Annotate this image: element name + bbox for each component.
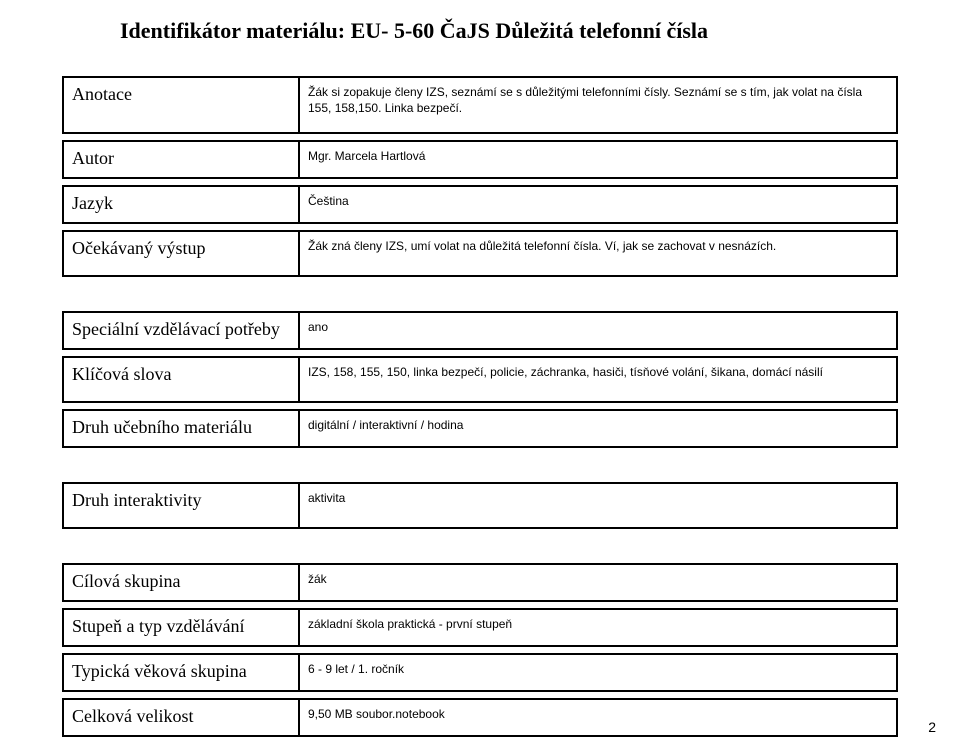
metadata-block-4: Cílová skupina žák Stupeň a typ vzdělává… — [62, 557, 898, 743]
row-label: Speciální vzdělávací potřeby — [62, 311, 298, 350]
page: Identifikátor materiálu: EU- 5-60 ČaJS D… — [0, 0, 960, 743]
table-row: Druh interaktivity aktivita — [62, 482, 898, 529]
table-row: Druh učebního materiálu digitální / inte… — [62, 409, 898, 448]
row-label: Typická věková skupina — [62, 653, 298, 692]
table-row: Anotace Žák si zopakuje členy IZS, sezná… — [62, 76, 898, 134]
row-value: základní škola praktická - první stupeň — [298, 608, 898, 647]
row-label: Jazyk — [62, 185, 298, 224]
metadata-block-2: Speciální vzdělávací potřeby ano Klíčová… — [62, 305, 898, 454]
row-value: Žák si zopakuje členy IZS, seznámí se s … — [298, 76, 898, 134]
row-value: žák — [298, 563, 898, 602]
row-value: 9,50 MB soubor.notebook — [298, 698, 898, 737]
row-label: Očekávaný výstup — [62, 230, 298, 277]
row-value: ano — [298, 311, 898, 350]
row-value: Žák zná členy IZS, umí volat na důležitá… — [298, 230, 898, 277]
page-title: Identifikátor materiálu: EU- 5-60 ČaJS D… — [120, 18, 898, 44]
row-label: Druh interaktivity — [62, 482, 298, 529]
table-row: Typická věková skupina 6 - 9 let / 1. ro… — [62, 653, 898, 692]
row-label: Celková velikost — [62, 698, 298, 737]
row-label: Cílová skupina — [62, 563, 298, 602]
row-value: aktivita — [298, 482, 898, 529]
table-row: Stupeň a typ vzdělávání základní škola p… — [62, 608, 898, 647]
row-label: Druh učebního materiálu — [62, 409, 298, 448]
row-value: digitální / interaktivní / hodina — [298, 409, 898, 448]
table-row: Cílová skupina žák — [62, 563, 898, 602]
row-label: Anotace — [62, 76, 298, 134]
row-value: Čeština — [298, 185, 898, 224]
row-value: Mgr. Marcela Hartlová — [298, 140, 898, 179]
row-value: IZS, 158, 155, 150, linka bezpečí, polic… — [298, 356, 898, 403]
table-row: Autor Mgr. Marcela Hartlová — [62, 140, 898, 179]
table-row: Klíčová slova IZS, 158, 155, 150, linka … — [62, 356, 898, 403]
page-number: 2 — [928, 719, 936, 735]
table-row: Jazyk Čeština — [62, 185, 898, 224]
table-row: Celková velikost 9,50 MB soubor.notebook — [62, 698, 898, 737]
row-label: Stupeň a typ vzdělávání — [62, 608, 298, 647]
table-row: Speciální vzdělávací potřeby ano — [62, 311, 898, 350]
metadata-block-1: Anotace Žák si zopakuje členy IZS, sezná… — [62, 70, 898, 283]
metadata-block-3: Druh interaktivity aktivita — [62, 476, 898, 535]
table-row: Očekávaný výstup Žák zná členy IZS, umí … — [62, 230, 898, 277]
row-label: Klíčová slova — [62, 356, 298, 403]
row-value: 6 - 9 let / 1. ročník — [298, 653, 898, 692]
row-label: Autor — [62, 140, 298, 179]
